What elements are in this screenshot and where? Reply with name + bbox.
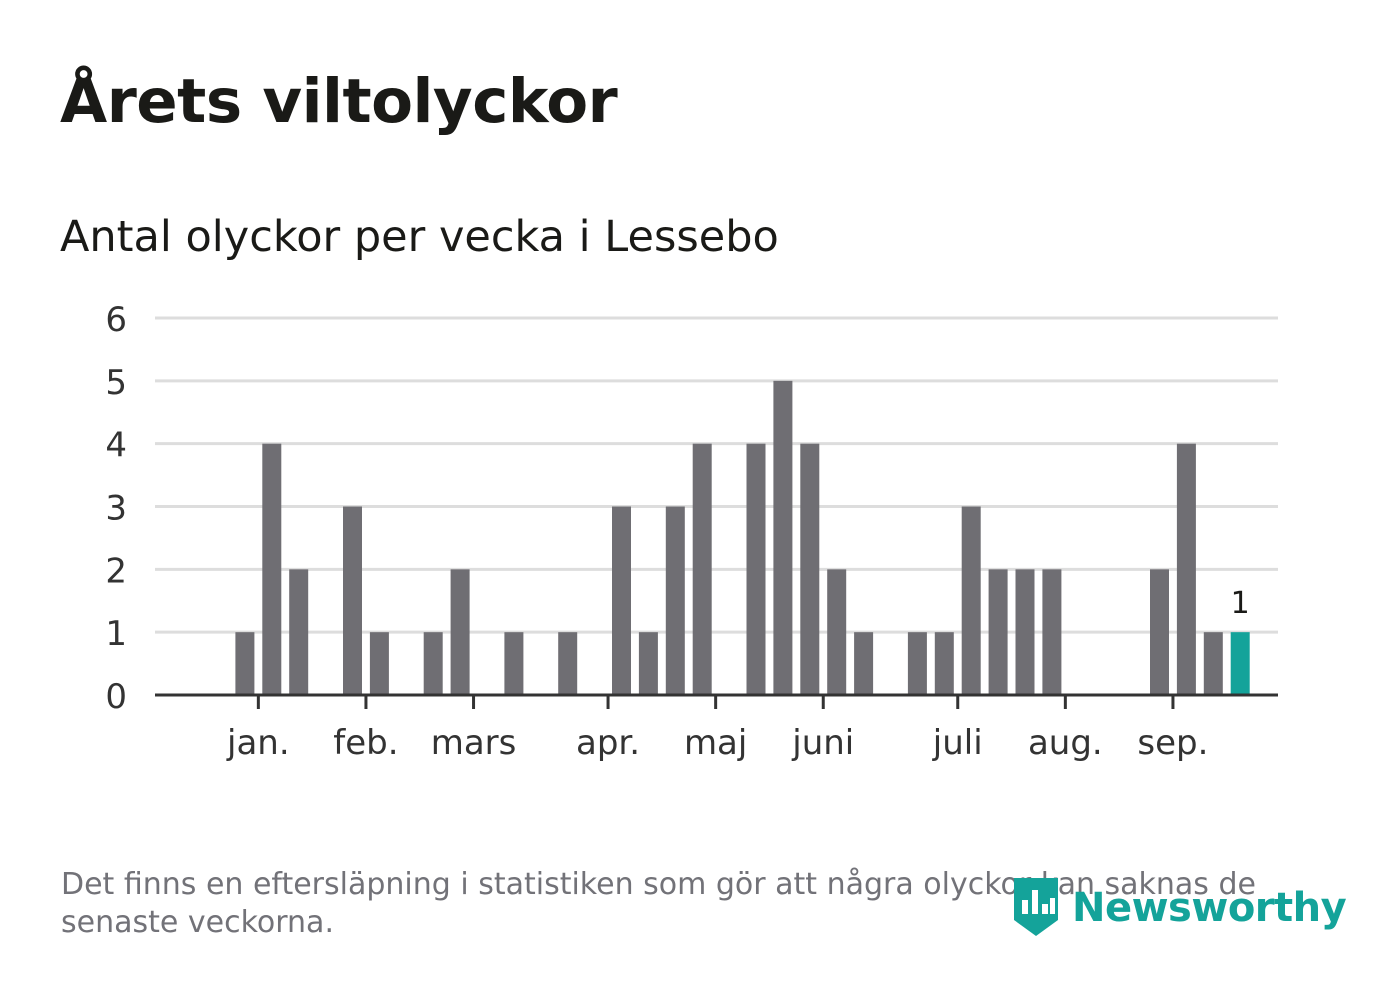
x-tick-label: sep. <box>1137 723 1208 763</box>
bar <box>827 569 847 695</box>
bar <box>638 632 658 695</box>
newsworthy-logo-icon <box>1010 874 1062 942</box>
grid-lines <box>155 316 1278 634</box>
y-tick-label: 6 <box>105 300 127 340</box>
bar <box>235 632 255 695</box>
bar <box>612 506 631 695</box>
bar <box>423 632 443 695</box>
bar <box>450 569 470 695</box>
bar <box>854 632 874 695</box>
x-tick-label: apr. <box>576 723 640 763</box>
bar <box>289 569 309 695</box>
y-tick-labels: 0 1 2 3 4 5 6 <box>105 300 127 717</box>
bar <box>665 506 685 695</box>
y-tick-label: 1 <box>105 614 127 654</box>
y-tick-label: 2 <box>105 551 127 591</box>
bar <box>773 380 793 695</box>
x-tick-labels: jan. feb. mars apr. maj juni juli aug. sep. <box>226 695 1208 763</box>
bar <box>369 632 389 695</box>
annotations: 1 <box>1231 586 1250 621</box>
x-tick-label: feb. <box>333 723 398 763</box>
y-tick-label: 0 <box>105 677 127 717</box>
bar <box>1042 569 1062 695</box>
bar <box>1230 632 1250 695</box>
bar <box>907 632 927 695</box>
y-tick-label: 3 <box>105 489 127 529</box>
bar <box>692 443 712 695</box>
bar <box>934 632 954 695</box>
x-tick-label: juni <box>791 723 854 763</box>
bar <box>961 506 981 695</box>
x-tick-label: jan. <box>226 723 290 763</box>
bars <box>155 380 1278 697</box>
bar <box>1150 569 1169 695</box>
bar <box>262 443 282 695</box>
bar <box>343 506 362 695</box>
x-tick-label: juli <box>932 723 983 763</box>
bar <box>746 443 766 695</box>
x-tick-label: mars <box>431 723 517 763</box>
y-tick-label: 5 <box>105 363 127 403</box>
bar <box>988 569 1008 695</box>
brand-name: Newsworthy <box>1072 885 1347 931</box>
bar <box>1176 443 1196 695</box>
bar <box>504 632 524 695</box>
bar <box>1015 569 1035 695</box>
bar <box>1203 632 1223 695</box>
chart-subtitle: Antal olyckor per vecka i Lessebo <box>60 212 779 262</box>
bar <box>558 632 578 695</box>
brand-logo[interactable]: Newsworthy <box>1010 874 1347 942</box>
x-tick-label: maj <box>684 723 747 763</box>
bar <box>800 443 820 695</box>
y-tick-label: 4 <box>105 426 127 466</box>
highlight-data-label: 1 <box>1231 586 1250 621</box>
x-tick-label: aug. <box>1028 723 1103 763</box>
chart-title: Årets viltolyckor <box>60 66 618 137</box>
